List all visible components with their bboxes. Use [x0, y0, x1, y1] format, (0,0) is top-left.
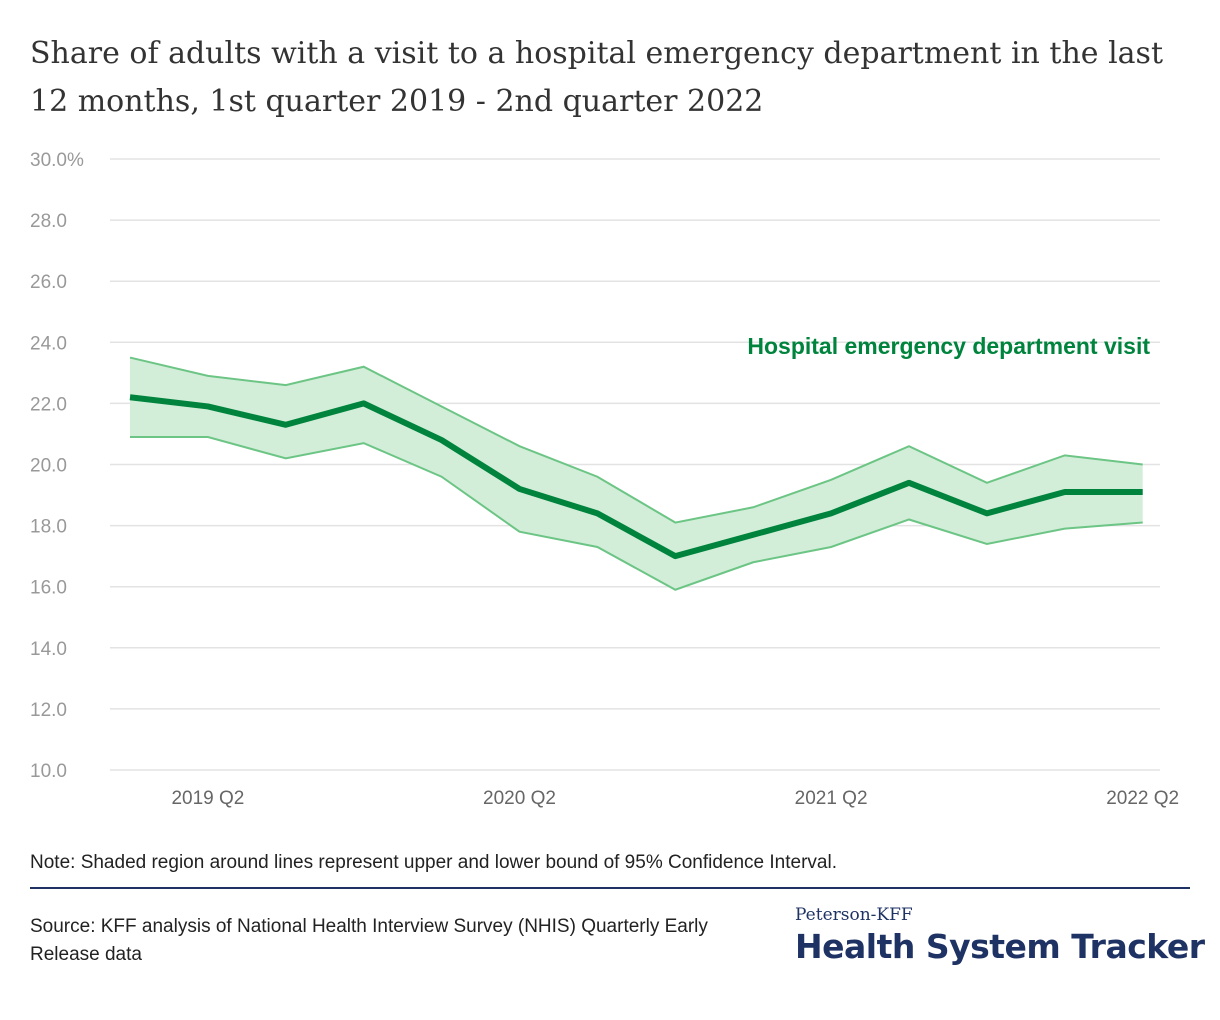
logo-peterson-kff: Peterson-KFF	[795, 905, 913, 925]
x-tick-label: 2021 Q2	[795, 788, 868, 809]
confidence-band	[130, 357, 1143, 590]
chart-title: Share of adults with a visit to a hospit…	[30, 36, 1164, 119]
chart-source: Source: KFF analysis of National Health …	[30, 916, 708, 965]
y-tick-label: 14.0	[30, 639, 67, 660]
series-label: Hospital emergency department visit	[747, 333, 1150, 359]
x-tick-label: 2022 Q2	[1106, 788, 1179, 809]
divider	[30, 887, 1190, 889]
x-tick-label: 2020 Q2	[483, 788, 556, 809]
series-line	[129, 394, 1143, 560]
y-tick-label: 30.0%	[30, 150, 84, 171]
y-tick-label: 22.0	[30, 394, 67, 415]
y-tick-label: 26.0	[30, 272, 67, 293]
y-tick-label: 24.0	[30, 333, 67, 354]
logo-health-system-tracker: Health System Tracker	[795, 927, 1205, 966]
line-chart: 30.0% 28.0 26.0 24.0 22.0 20.0 18.0 16.0 14.0 12.…	[30, 150, 1179, 809]
upper-bound-line	[129, 356, 1143, 524]
y-tick-label: 10.0	[30, 761, 67, 782]
x-tick-label: 2019 Q2	[171, 788, 244, 809]
chart-note: Note: Shaded region around lines represe…	[30, 852, 837, 873]
y-tick-label: 20.0	[30, 456, 67, 477]
y-tick-label: 18.0	[30, 517, 67, 538]
y-tick-label: 28.0	[30, 211, 67, 232]
lower-bound-line	[130, 436, 1143, 591]
y-tick-label: 12.0	[30, 700, 67, 721]
y-tick-label: 16.0	[30, 578, 67, 599]
